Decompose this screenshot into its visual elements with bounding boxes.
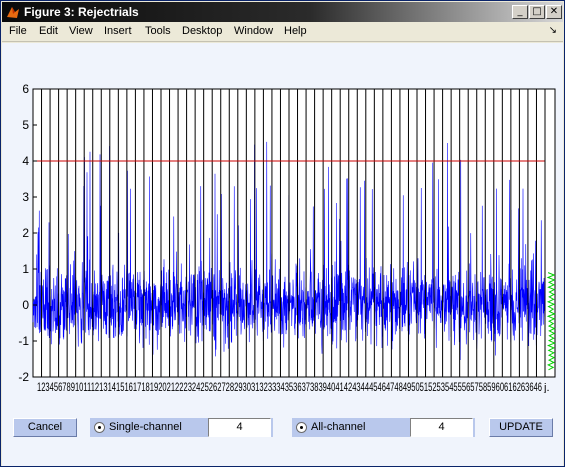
all-channel-input[interactable]: 4: [410, 418, 473, 437]
figure-canvas: 6 5 4 3 2 1 0 -1 -2 j. 1234567891011121314151617…: [2, 43, 563, 466]
close-button[interactable]: ✕: [546, 5, 562, 19]
plot-axes-background: [32, 88, 555, 378]
x-tick-labels: 1234567891011121314151617181920212223242…: [37, 380, 542, 393]
y-tick-label: 3: [22, 190, 29, 204]
matlab-logo-icon: [7, 7, 19, 18]
menu-edit[interactable]: Edit: [39, 25, 58, 37]
all-channel-label: All-channel: [311, 421, 366, 433]
single-channel-panel: Single-channel 4: [90, 418, 273, 437]
menu-insert[interactable]: Insert: [104, 25, 132, 37]
single-channel-input[interactable]: 4: [208, 418, 271, 437]
y-ticks-group: 6 5 4 3 2 1 0 -1 -2: [18, 82, 37, 384]
y-tick-label: 1: [22, 262, 29, 276]
side-channel-panel: [544, 88, 556, 378]
menu-view[interactable]: View: [69, 25, 93, 37]
trial-boundaries-group: [41, 89, 537, 377]
y-tick-label: 5: [22, 118, 29, 132]
menu-desktop[interactable]: Desktop: [182, 25, 223, 37]
minimize-button[interactable]: _: [512, 5, 528, 19]
title-bar[interactable]: Figure 3: Rejectrials _ □ ✕: [2, 2, 563, 22]
window-title: Figure 3: Rejectrials: [24, 5, 139, 19]
all-channel-radio[interactable]: [296, 422, 307, 433]
update-button[interactable]: UPDATE: [489, 418, 553, 437]
y-tick-label: 2: [22, 226, 29, 240]
side-channel-label: j.: [543, 382, 550, 393]
maximize-button[interactable]: □: [529, 5, 545, 19]
single-channel-label: Single-channel: [109, 421, 182, 433]
all-channel-panel: All-channel 4: [292, 418, 475, 437]
menu-tools[interactable]: Tools: [145, 25, 171, 37]
rejectrials-plot: 6 5 4 3 2 1 0 -1 -2 j. 1234567891011121314151617…: [18, 82, 556, 393]
dock-arrow-icon[interactable]: ↘: [548, 25, 557, 36]
y-tick-label: 6: [22, 82, 29, 96]
single-channel-radio[interactable]: [94, 422, 105, 433]
side-channel-trace: [546, 272, 556, 371]
cancel-button[interactable]: Cancel: [13, 418, 77, 437]
menu-window[interactable]: Window: [234, 25, 274, 37]
y-tick-label: -1: [18, 334, 29, 348]
y-tick-label: 4: [22, 154, 29, 168]
menu-bar: File Edit View Insert Tools Desktop Wind…: [2, 22, 563, 42]
menu-help[interactable]: Help: [284, 25, 307, 37]
y-tick-label: 0: [22, 298, 29, 312]
y-tick-label: -2: [18, 370, 29, 384]
menu-file[interactable]: File: [9, 25, 27, 37]
